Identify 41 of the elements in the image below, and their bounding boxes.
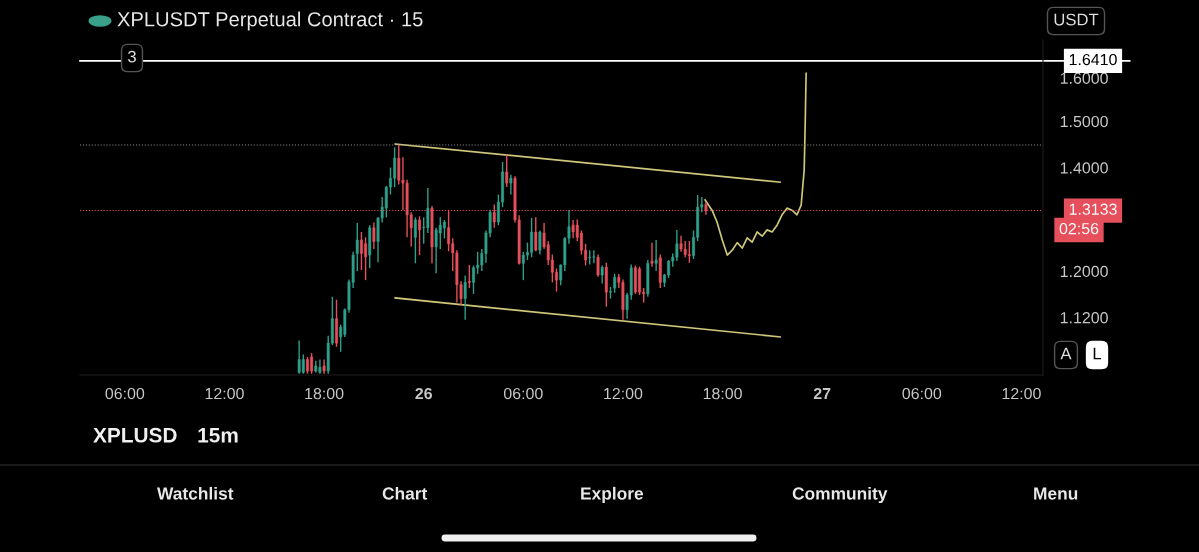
candlestick — [654, 239, 658, 272]
x-tick-label: 06:00 — [902, 387, 942, 400]
candlestick — [534, 216, 538, 252]
x-tick-label: 06:00 — [105, 387, 145, 400]
y-tick-label: 1.6000 — [1060, 72, 1108, 84]
text: 15m — [198, 428, 238, 443]
text: 02:56 — [1059, 222, 1099, 235]
candlestick — [609, 286, 612, 300]
text: Menu — [1034, 487, 1078, 500]
y-tick-label: 1.4000 — [1060, 162, 1108, 174]
candlestick — [687, 240, 691, 264]
candlestick — [505, 154, 509, 188]
text: Community — [792, 486, 888, 504]
text: Explore — [581, 486, 644, 504]
text: Watchlist — [157, 486, 234, 500]
candlestick — [463, 274, 467, 321]
text: USDT — [1054, 13, 1099, 26]
candlestick — [650, 241, 654, 268]
candlestick — [592, 249, 596, 265]
text: Chart — [382, 486, 428, 500]
x-tick-label: 18:00 — [703, 387, 742, 400]
y-tick-label: 1.5000 — [1060, 115, 1108, 128]
x-tick-label: 12:00 — [1002, 387, 1041, 400]
x-tick-label: 12:00 — [604, 387, 643, 400]
candlestick — [368, 224, 372, 270]
annotation: 3 — [128, 50, 136, 63]
x-tick-label: 06:00 — [503, 387, 543, 400]
x-tick-label: 12:00 — [205, 387, 244, 400]
candlestick — [521, 251, 525, 281]
ref-line-label: 1.3133 — [1069, 203, 1117, 215]
ref-line-label: 1.6410 — [1069, 53, 1117, 66]
x-tick-label: 18:00 — [305, 387, 344, 400]
x-tick-label: 27 — [813, 387, 831, 400]
y-tick-label: 1.2000 — [1060, 265, 1108, 278]
text: XPLUSD — [93, 427, 177, 443]
candlestick — [658, 253, 662, 289]
text: L — [1093, 347, 1102, 360]
y-tick-label: 1.1200 — [1060, 312, 1108, 324]
x-tick-label: 26 — [415, 387, 432, 400]
text: A — [1060, 347, 1072, 360]
chart-title: XPLUSDT Perpetual Contract · 15 — [117, 11, 423, 31]
